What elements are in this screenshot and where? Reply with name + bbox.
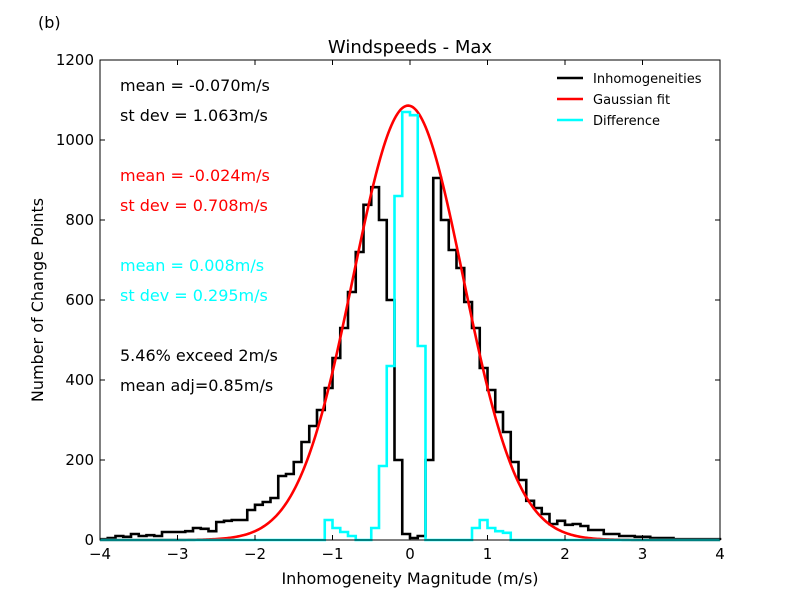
stats-annotation: mean = -0.070m/s bbox=[120, 76, 270, 95]
x-axis-label: Inhomogeneity Magnitude (m/s) bbox=[281, 569, 538, 588]
stats-annotation: mean = 0.008m/s bbox=[120, 256, 264, 275]
panel-label: (b) bbox=[38, 13, 61, 32]
x-tick-label: −2 bbox=[244, 545, 266, 563]
legend: Inhomogeneities Gaussian fit Difference bbox=[557, 72, 702, 129]
plot-frame bbox=[99, 59, 721, 541]
x-tick-label: 3 bbox=[638, 545, 648, 563]
stats-annotation: 5.46% exceed 2m/s bbox=[120, 346, 278, 365]
chart-title: Windspeeds - Max bbox=[328, 37, 492, 58]
series-inhomogeneities bbox=[100, 176, 722, 541]
x-tick-label: 4 bbox=[715, 545, 725, 563]
ticks-layer: −4 −3 −2 −1 0 1 2 3 4 0 200 400 600 800 1000 1200 bbox=[56, 51, 725, 563]
y-axis-label: Number of Change Points bbox=[28, 198, 47, 402]
y-tick-label: 0 bbox=[84, 531, 94, 549]
x-tick-label: 1 bbox=[483, 545, 493, 563]
legend-label: Difference bbox=[593, 114, 660, 129]
y-tick-label: 200 bbox=[65, 451, 94, 469]
stats-annotation: st dev = 0.295m/s bbox=[120, 286, 268, 305]
y-tick-label: 800 bbox=[65, 211, 94, 229]
stats-annotation: st dev = 0.708m/s bbox=[120, 196, 268, 215]
legend-label: Gaussian fit bbox=[593, 93, 670, 108]
stats-annotation: mean = -0.024m/s bbox=[120, 166, 270, 185]
y-tick-label: 1000 bbox=[56, 131, 94, 149]
y-tick-label: 600 bbox=[65, 291, 94, 309]
x-tick-label: −1 bbox=[321, 545, 343, 563]
legend-label: Inhomogeneities bbox=[593, 72, 702, 87]
x-tick-label: 2 bbox=[560, 545, 570, 563]
y-tick-label: 400 bbox=[65, 371, 94, 389]
stats-annotation: st dev = 1.063m/s bbox=[120, 106, 268, 125]
stats-annotation: mean adj=0.85m/s bbox=[120, 376, 273, 395]
stats-annotations: mean = -0.070m/s st dev = 1.063m/s mean = … bbox=[120, 76, 278, 395]
x-tick-label: −3 bbox=[166, 545, 188, 563]
y-tick-label: 1200 bbox=[56, 51, 94, 69]
x-tick-label: −4 bbox=[89, 545, 111, 563]
x-tick-label: 0 bbox=[405, 545, 415, 563]
